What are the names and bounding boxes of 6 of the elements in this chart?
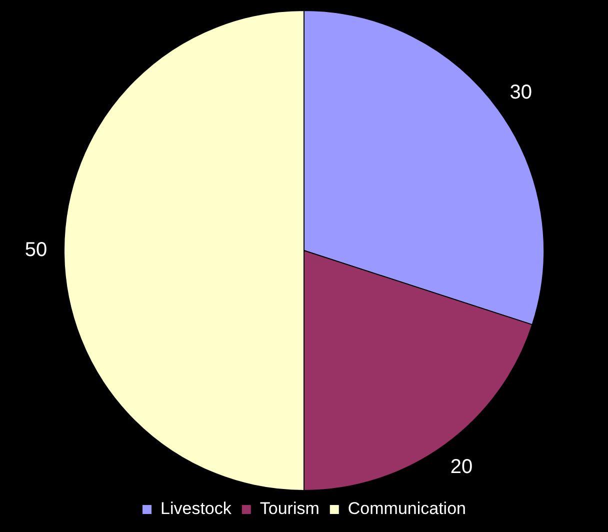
legend-label: Livestock — [160, 499, 232, 518]
data-label: 30 — [510, 81, 532, 104]
legend-label: Communication — [348, 499, 466, 518]
data-label: 20 — [450, 456, 473, 478]
data-label: 50 — [24, 239, 48, 262]
legend-label: Tourism — [260, 499, 320, 518]
